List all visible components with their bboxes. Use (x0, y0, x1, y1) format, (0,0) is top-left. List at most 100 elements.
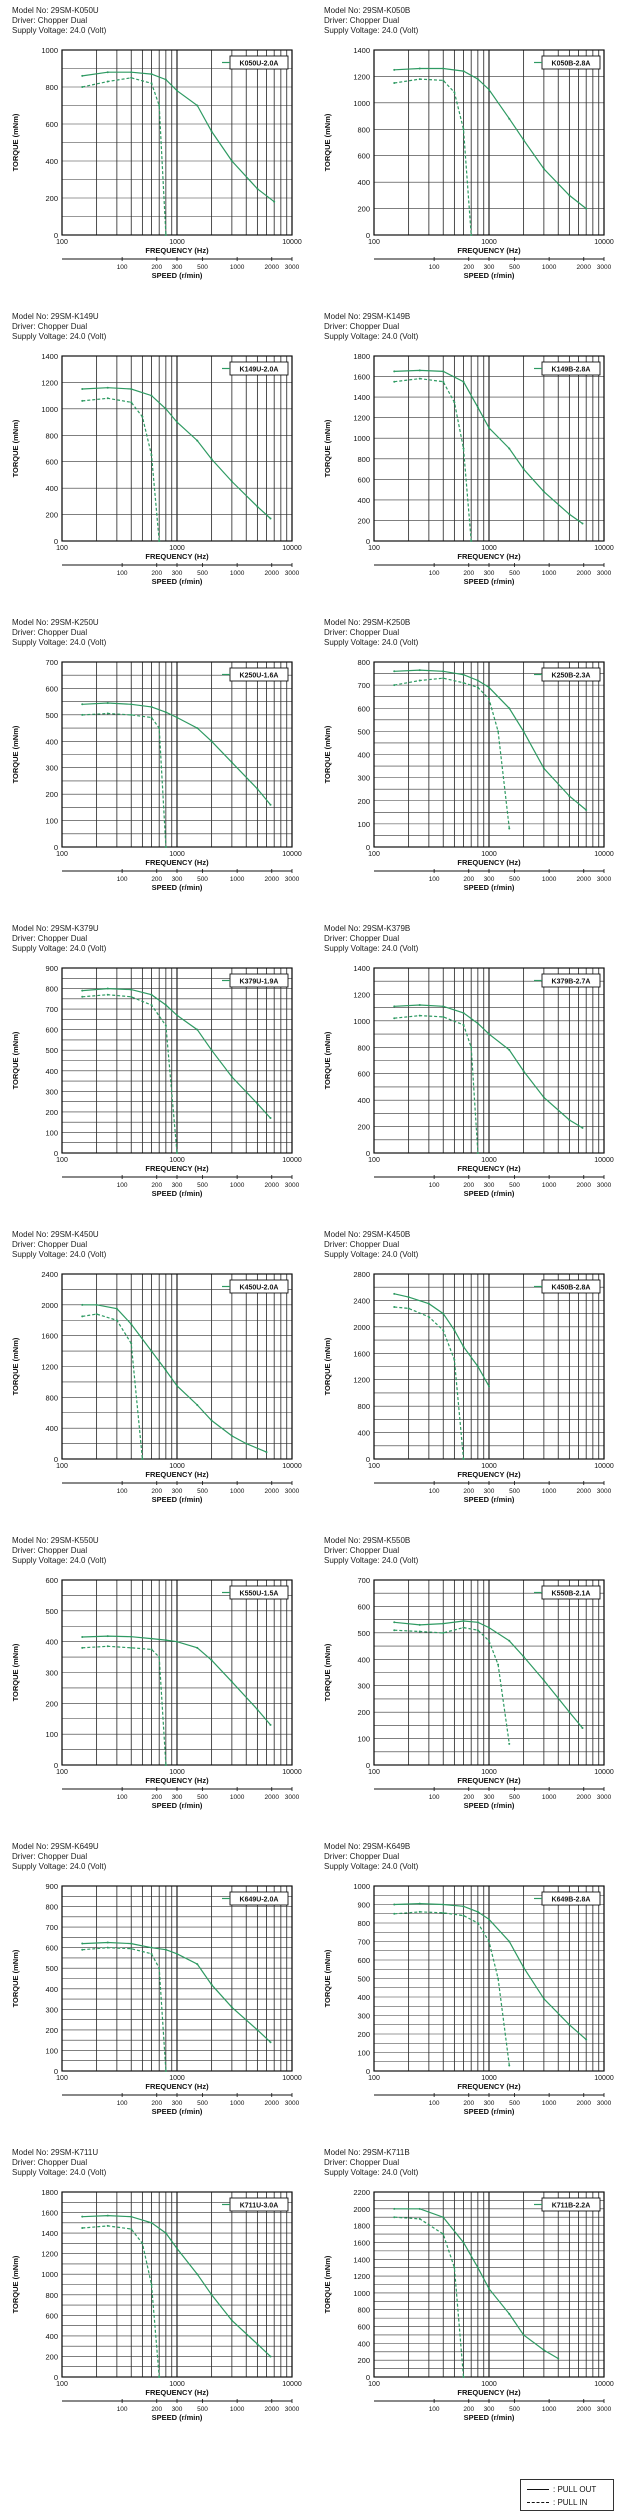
pull-out-line (82, 71, 275, 203)
pull-in-point (476, 1629, 479, 1632)
pull-in-point (488, 1639, 490, 1642)
x-tick-label: 1000 (481, 2381, 497, 2388)
pull-out-point (418, 1623, 421, 1626)
pull-out-point (81, 989, 84, 992)
pull-in-point (106, 80, 109, 83)
y-tick-label: 0 (366, 2067, 370, 2076)
x-tick-label: 1000 (169, 851, 185, 858)
pull-in-point (164, 234, 167, 236)
chart-header: Model No: 29SM-K050U Driver: Chopper Dual… (12, 6, 106, 36)
speed-tick-label: 100 (117, 1794, 128, 1801)
pull-out-point (196, 2273, 199, 2276)
voltage-label: Supply Voltage: 24.0 (Volt) (12, 944, 107, 953)
y-tick-label: 300 (45, 1669, 58, 1678)
y-tick-label: 500 (357, 1629, 370, 1638)
pull-out-point (462, 673, 465, 676)
pull-out-point (508, 1048, 511, 1051)
y-tick-label: 800 (357, 455, 370, 464)
pull-in-point (442, 380, 445, 383)
chart-header: Model No: 29SM-K379U Driver: Chopper Dual… (12, 924, 106, 954)
speed-tick-label: 200 (151, 1488, 162, 1495)
pull-in-point (407, 1307, 410, 1310)
speed-tick-label: 2000 (577, 264, 592, 271)
y-tick-label: 900 (357, 1901, 370, 1910)
x-tick-label: 100 (56, 2075, 68, 2082)
y-axis-label: TORQUE (mNm) (11, 2255, 20, 2313)
speed-tick-label: 500 (509, 570, 520, 577)
pull-out-point (106, 1941, 109, 1944)
y-tick-label: 2400 (41, 1270, 58, 1279)
pull-out-point (176, 1014, 178, 1017)
model-label: Model No: 29SM-K379U (12, 924, 99, 933)
voltage-label: Supply Voltage: 24.0 (Volt) (324, 1556, 419, 1565)
y-tick-label: 600 (45, 458, 58, 467)
pull-in-point (442, 1911, 445, 1914)
speed-tick-label: 3000 (285, 1182, 300, 1189)
y-axis-label: TORQUE (mNm) (11, 1643, 20, 1701)
pull-out-point (106, 1635, 109, 1638)
speed-tick-label: 3000 (285, 1794, 300, 1801)
pull-in-point (418, 679, 421, 682)
speed-tick-label: 100 (429, 2406, 440, 2413)
chart-header: Model No: 29SM-K711B Driver: Chopper Dual… (324, 2148, 418, 2178)
pull-in-point (106, 712, 109, 715)
y-tick-label: 1600 (353, 373, 370, 382)
model-tag-label: K149U-2.0A (240, 367, 279, 374)
y-tick-label: 100 (357, 820, 370, 829)
y-tick-label: 800 (357, 1043, 370, 1052)
pull-in-point (158, 540, 161, 542)
driver-label: Driver: Chopper Dual (12, 2158, 88, 2167)
pull-out-line (82, 1941, 271, 2043)
speed-tick-label: 3000 (597, 264, 612, 271)
speed-tick-label: 2000 (265, 2406, 280, 2413)
pull-out-point (150, 1946, 153, 1949)
pull-in-point (81, 2226, 84, 2229)
pull-out-point (230, 160, 233, 162)
x-axis-label: FREQUENCY (Hz) (145, 1470, 209, 1479)
y-tick-label: 300 (357, 774, 370, 783)
pull-out-point (256, 2028, 259, 2031)
model-tag-label: K050B-2.8A (552, 61, 591, 68)
pull-out-point (393, 1903, 396, 1906)
x-tick-label: 1000 (169, 1157, 185, 1164)
pull-out-point (418, 67, 421, 70)
speed-tick-label: 100 (117, 1182, 128, 1189)
speed-tick-label: 1000 (230, 2406, 245, 2413)
x-axis-label: FREQUENCY (Hz) (145, 2388, 209, 2397)
x-tick-label: 10000 (594, 2075, 614, 2082)
pull-out-point (210, 1419, 213, 1422)
torque-chart: Model No: 29SM-K379U Driver: Chopper Dual… (4, 922, 304, 1202)
speed-tick-label: 3000 (597, 1794, 612, 1801)
speed-tick-label: 200 (151, 2406, 162, 2413)
pull-in-point (453, 401, 456, 404)
y-axis-label: TORQUE (mNm) (11, 725, 20, 783)
speed-tick-label: 100 (429, 1488, 440, 1495)
pull-out-point (508, 2312, 511, 2315)
pull-in-point (497, 1977, 500, 1980)
pull-out-point (542, 1096, 545, 1099)
pull-out-point (462, 1011, 465, 1014)
pull-out-point (568, 795, 571, 798)
speed-tick-label: 100 (117, 2100, 128, 2107)
pull-in-point (442, 2233, 445, 2236)
x-axis-label: FREQUENCY (Hz) (457, 1164, 521, 1173)
y-tick-label: 0 (366, 1455, 370, 1464)
pull-out-point (210, 1983, 213, 1986)
y-tick-label: 100 (45, 817, 58, 826)
y-tick-label: 400 (357, 178, 370, 187)
model-label: Model No: 29SM-K149B (324, 312, 411, 321)
y-tick-label: 0 (54, 537, 58, 546)
y-tick-label: 500 (45, 711, 58, 720)
y-tick-label: 100 (357, 2049, 370, 2058)
pull-out-line (82, 2214, 271, 2357)
speed-tick-label: 200 (463, 264, 474, 271)
y-tick-label: 400 (357, 496, 370, 505)
pull-out-point (256, 1708, 259, 1711)
pull-in-point (130, 1947, 133, 1950)
pull-out-point (81, 74, 84, 77)
pull-in-point (130, 995, 133, 998)
y-tick-label: 700 (357, 1938, 370, 1947)
torque-chart: Model No: 29SM-K250U Driver: Chopper Dual… (4, 616, 304, 896)
y-axis-label: TORQUE (mNm) (323, 2255, 332, 2313)
